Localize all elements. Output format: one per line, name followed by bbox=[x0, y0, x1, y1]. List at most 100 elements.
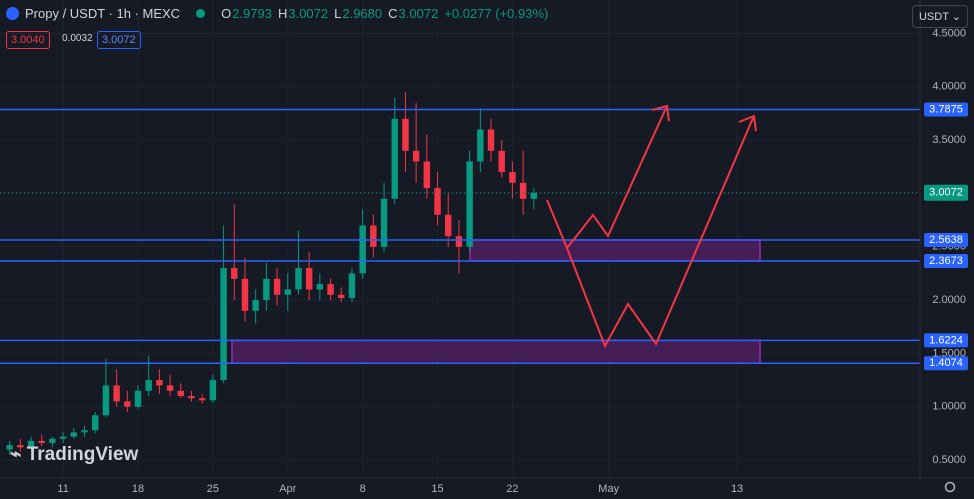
candle-body bbox=[519, 182, 527, 199]
candle-body bbox=[477, 129, 484, 162]
candle-body bbox=[113, 385, 120, 402]
candle-body bbox=[156, 380, 163, 386]
level-label: 1.6224 bbox=[929, 334, 963, 346]
candle-body bbox=[252, 300, 259, 311]
x-tick-label: May bbox=[598, 483, 619, 495]
candle-body bbox=[402, 118, 409, 151]
symbol[interactable]: Propy / USDT · 1h · MEXC bbox=[25, 6, 181, 21]
y-tick-label: 4.5000 bbox=[932, 27, 966, 39]
settings-icon bbox=[944, 481, 956, 493]
x-tick-label: Apr bbox=[279, 483, 296, 495]
x-tick-label: 22 bbox=[506, 483, 518, 495]
x-tick-label: 18 bbox=[132, 483, 144, 495]
level-label-bg bbox=[924, 333, 968, 348]
candle-body bbox=[423, 161, 431, 189]
candle-body bbox=[198, 398, 206, 401]
level-label: 1.4074 bbox=[929, 357, 963, 369]
y-tick-label: 1.0000 bbox=[932, 401, 966, 413]
status-dot bbox=[196, 9, 206, 18]
candle-body bbox=[273, 278, 281, 295]
ohlc-key: C bbox=[388, 6, 398, 21]
level-label: 2.5638 bbox=[929, 234, 963, 246]
ohlc-key: H bbox=[277, 6, 288, 21]
candle-body bbox=[338, 294, 345, 298]
buy-button[interactable]: 3.0072 bbox=[97, 31, 141, 49]
level-label-bg bbox=[924, 232, 968, 247]
level-label: 3.7875 bbox=[929, 103, 963, 115]
candle-body bbox=[134, 390, 142, 407]
zone bbox=[469, 239, 761, 262]
last-price-label: 3.0072 bbox=[929, 187, 963, 199]
candle-body bbox=[530, 192, 538, 199]
price-axis-bg bbox=[920, 0, 974, 499]
projection-head bbox=[738, 114, 757, 132]
x-tick-label: 8 bbox=[360, 483, 366, 495]
candle-body bbox=[295, 268, 302, 290]
candle-body bbox=[102, 385, 110, 416]
candle-body bbox=[70, 432, 78, 437]
candle-body bbox=[220, 268, 227, 381]
candle-body bbox=[59, 436, 67, 439]
logo: ⌁ TradingView bbox=[10, 444, 139, 465]
candle-body bbox=[316, 284, 324, 290]
projection-head bbox=[651, 104, 670, 122]
symbol-icon bbox=[6, 7, 19, 20]
ohlc-key: L bbox=[334, 6, 342, 21]
candle-body bbox=[6, 445, 13, 450]
ohlc-value: 3.0072 bbox=[288, 6, 329, 21]
candle-body bbox=[209, 380, 217, 401]
level-label-bg bbox=[924, 102, 968, 117]
projection bbox=[566, 117, 754, 349]
level-label-bg bbox=[924, 253, 968, 268]
candle-body bbox=[241, 278, 249, 311]
candle-body bbox=[359, 225, 366, 274]
candle-body bbox=[81, 430, 88, 433]
candle-body bbox=[391, 118, 398, 199]
candle-body bbox=[434, 188, 441, 215]
ohlc-value: 2.9793 bbox=[232, 6, 272, 21]
candle-body bbox=[348, 273, 356, 298]
candle-body bbox=[27, 440, 35, 448]
projection bbox=[546, 107, 667, 250]
y-tick-label: 3.5000 bbox=[932, 134, 966, 146]
ohlc-value: 3.0072 bbox=[398, 6, 439, 21]
candle-body bbox=[284, 289, 291, 295]
candle-body bbox=[370, 225, 377, 247]
candle-body bbox=[166, 385, 174, 391]
candle-body bbox=[145, 380, 152, 391]
candle-body bbox=[231, 268, 238, 279]
candle-body bbox=[487, 129, 495, 151]
candle-body bbox=[455, 236, 463, 247]
x-tick-label: 13 bbox=[731, 483, 743, 495]
sell-button[interactable]: 3.0040 bbox=[6, 31, 50, 49]
currency: USDT bbox=[918, 11, 949, 23]
candle-body bbox=[498, 150, 505, 173]
last-price-bg bbox=[924, 184, 968, 201]
level-label: 2.3673 bbox=[929, 255, 963, 267]
candle-body bbox=[17, 445, 24, 448]
x-tick-label: 25 bbox=[207, 483, 219, 495]
candle-body bbox=[509, 172, 516, 183]
candle-body bbox=[49, 438, 56, 444]
y-tick-label: 0.5000 bbox=[932, 454, 966, 466]
candle-body bbox=[305, 268, 313, 290]
candle-body bbox=[38, 440, 45, 444]
spread: 0.0032 bbox=[62, 33, 93, 44]
y-tick-label: 4.0000 bbox=[932, 81, 966, 93]
candle-body bbox=[445, 214, 452, 237]
zone bbox=[231, 339, 761, 365]
change: +0.0277 (+0.93%) bbox=[444, 6, 549, 21]
candle-body bbox=[188, 396, 195, 399]
ohlc-key: O bbox=[221, 6, 232, 21]
candle-body bbox=[380, 198, 388, 247]
candle-body bbox=[466, 161, 473, 247]
logo-text: TradingView bbox=[26, 444, 139, 465]
candle-body bbox=[327, 284, 334, 295]
x-tick-label: 11 bbox=[57, 483, 68, 495]
candle-body bbox=[263, 278, 270, 301]
y-tick-label: 2.0000 bbox=[932, 294, 966, 306]
currency-button[interactable]: USDT ⌄ bbox=[911, 5, 968, 28]
ohlc: O 2.9793 H 3.0072 L 2.9680 C 3.0072 bbox=[221, 6, 438, 21]
